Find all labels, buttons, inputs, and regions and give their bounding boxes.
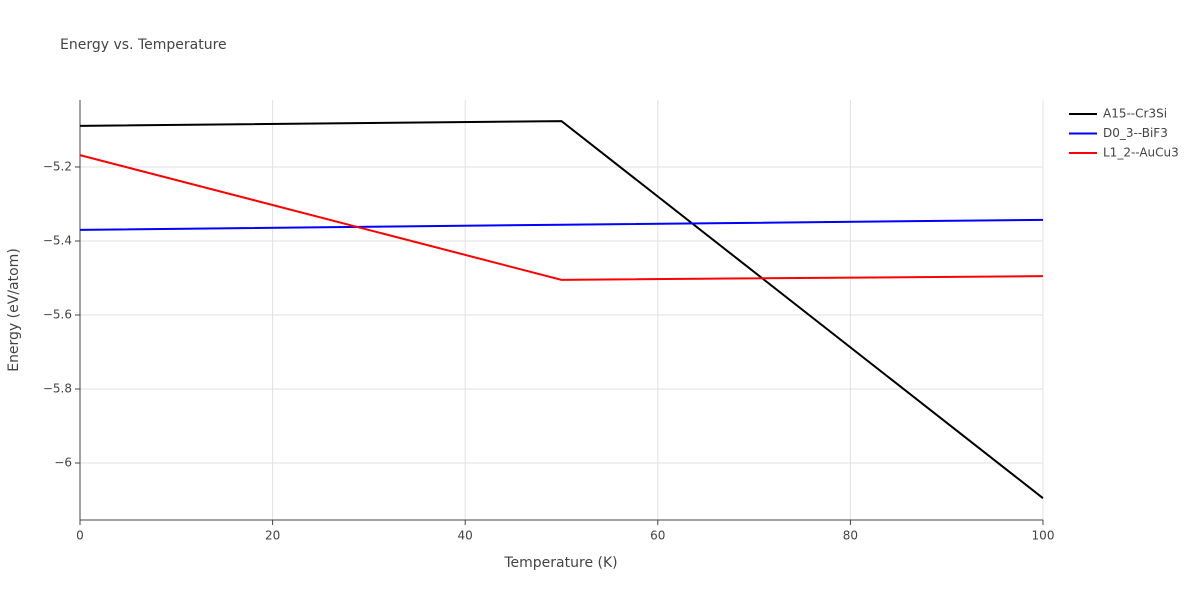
y-tick-label: −5.8	[43, 382, 72, 396]
series-line	[79, 154, 1044, 281]
series-line	[79, 218, 1044, 231]
x-tick-label: 40	[458, 529, 473, 543]
y-tick-label: −5.4	[43, 233, 72, 247]
x-tick-label: 20	[265, 529, 280, 543]
chart-title: Energy vs. Temperature	[60, 37, 227, 53]
legend-label: D0_3--BiF3	[1103, 126, 1168, 140]
x-axis-title: Temperature (K)	[503, 555, 617, 571]
x-tick-label: 60	[650, 529, 665, 543]
y-tick-label: −5.6	[43, 307, 72, 321]
y-tick-label: −5.2	[43, 159, 72, 173]
legend-label: L1_2--AuCu3	[1103, 146, 1179, 160]
series-line	[79, 120, 1044, 499]
y-axis-title: Energy (eV/atom)	[6, 248, 22, 372]
x-tick-label: 100	[1032, 529, 1055, 543]
y-tick-label: −6	[54, 456, 72, 470]
legend-label: A15--Cr3Si	[1103, 107, 1167, 121]
x-tick-label: 0	[76, 529, 84, 543]
x-tick-label: 80	[843, 529, 858, 543]
